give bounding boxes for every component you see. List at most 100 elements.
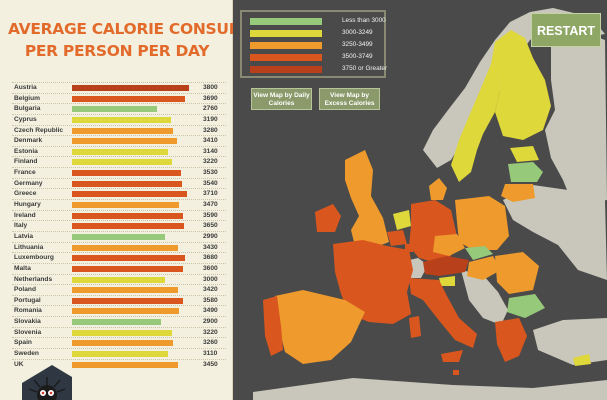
- calorie-bar: [72, 170, 181, 177]
- calorie-value: 3680: [203, 254, 218, 262]
- map-sicily[interactable]: [441, 350, 463, 362]
- calorie-bar: [72, 255, 185, 262]
- calorie-bar: [72, 212, 183, 219]
- calorie-value: 3690: [203, 94, 218, 102]
- country-name: Ireland: [14, 211, 36, 219]
- legend-swatch: [250, 54, 322, 61]
- map-denmark[interactable]: [429, 178, 447, 200]
- map-luxembourg[interactable]: [405, 244, 413, 252]
- map-sweden[interactable]: [451, 42, 501, 182]
- calorie-value: 3650: [203, 222, 218, 230]
- country-name: Greece: [14, 190, 37, 198]
- country-name: Poland: [14, 286, 36, 294]
- country-name: France: [14, 169, 36, 177]
- calorie-bar: [72, 191, 187, 198]
- map-lithuania[interactable]: [501, 184, 535, 202]
- calorie-value: 3490: [203, 307, 218, 315]
- country-row: Netherlands 3000: [12, 273, 226, 285]
- map-poland[interactable]: [455, 196, 509, 250]
- country-row: Slovenia 3220: [12, 326, 226, 338]
- country-name: Sweden: [14, 350, 39, 358]
- country-name: Netherlands: [14, 275, 53, 283]
- map-ireland[interactable]: [315, 204, 341, 232]
- map-portugal[interactable]: [263, 296, 283, 356]
- country-row: Italy 3650: [12, 220, 226, 231]
- legend-label: 3750 or Greater: [342, 65, 388, 72]
- non-eu-belarus-ukraine: [503, 185, 607, 280]
- view-excess-calories-button[interactable]: View Map by Excess Calories: [319, 88, 380, 110]
- map-slovakia[interactable]: [465, 246, 493, 260]
- country-row: Denmark 3410: [12, 135, 226, 146]
- restart-button[interactable]: RESTART: [531, 13, 601, 47]
- calorie-value: 3140: [203, 147, 218, 155]
- calorie-bar: [72, 106, 157, 113]
- legend-label: 3000-3249: [342, 29, 373, 36]
- view-daily-calories-button[interactable]: View Map by Daily Calories: [251, 88, 312, 110]
- calorie-bar: [72, 308, 179, 315]
- country-row: Sweden 3110: [12, 348, 226, 359]
- map-sardinia[interactable]: [409, 316, 421, 338]
- country-row: Spain 3260: [12, 337, 226, 348]
- country-name: Cyprus: [14, 115, 37, 123]
- calorie-value: 2760: [203, 105, 218, 113]
- title-line-2: PER PERSON PER DAY: [24, 42, 210, 60]
- country-row: Bulgaria 2760: [12, 103, 226, 114]
- country-row: Luxembourg 3680: [12, 252, 226, 263]
- map-slovenia[interactable]: [439, 276, 455, 286]
- calorie-bar: [72, 138, 177, 145]
- map-france[interactable]: [333, 240, 413, 324]
- country-name: Belgium: [14, 94, 41, 102]
- legend-swatch: [250, 66, 322, 73]
- calorie-bar: [72, 116, 171, 123]
- map-belgium[interactable]: [387, 230, 407, 246]
- map-netherlands[interactable]: [393, 210, 411, 230]
- map-hungary[interactable]: [467, 256, 501, 280]
- calorie-bar: [72, 287, 178, 294]
- country-name: Finland: [14, 158, 38, 166]
- country-row: Cyprus 3190: [12, 113, 226, 125]
- map-italy[interactable]: [409, 278, 477, 348]
- country-name: Estonia: [14, 147, 38, 155]
- calorie-value: 3260: [203, 339, 218, 347]
- country-name: Czech Republic: [14, 126, 64, 134]
- map-estonia[interactable]: [510, 146, 539, 162]
- calorie-value: 3220: [203, 158, 218, 166]
- calorie-bar: [72, 233, 165, 240]
- europe-map[interactable]: [233, 0, 607, 400]
- left-panel: AVERAGE CALORIE CONSUMPTION PER PERSON P…: [0, 0, 296, 400]
- map-spain[interactable]: [275, 290, 365, 364]
- legend-swatch: [250, 30, 322, 37]
- calorie-value: 2990: [203, 232, 218, 240]
- calorie-bar: [72, 361, 178, 368]
- country-name: Malta: [14, 264, 31, 272]
- calorie-value: 3530: [203, 169, 218, 177]
- map-czech[interactable]: [433, 234, 465, 256]
- map-greece[interactable]: [495, 318, 527, 362]
- country-name: Slovakia: [14, 318, 41, 326]
- map-latvia[interactable]: [508, 162, 543, 182]
- country-list: Austria 3800 Belgium 3690 Bulgaria 2760 Cyprus…: [12, 82, 226, 369]
- country-row: Germany 3540: [12, 177, 226, 189]
- calorie-value: 3600: [203, 264, 218, 272]
- country-row: Portugal 3580: [12, 294, 226, 306]
- calorie-value: 3000: [203, 275, 218, 283]
- country-row: Romania 3490: [12, 305, 226, 316]
- map-cyprus[interactable]: [573, 354, 591, 366]
- calorie-bar: [72, 85, 189, 91]
- calorie-bar: [72, 265, 183, 272]
- map-romania[interactable]: [495, 252, 539, 294]
- map-bulgaria[interactable]: [507, 294, 545, 318]
- country-row: France 3530: [12, 167, 226, 178]
- map-finland[interactable]: [495, 30, 551, 140]
- country-row: Finland 3220: [12, 156, 226, 167]
- calorie-value: 3470: [203, 201, 218, 209]
- map-uk[interactable]: [345, 150, 389, 248]
- map-austria[interactable]: [423, 256, 469, 276]
- map-malta[interactable]: [453, 370, 459, 375]
- calorie-value: 3220: [203, 328, 218, 336]
- calorie-bar: [72, 276, 165, 283]
- calorie-bar: [72, 127, 173, 134]
- page-title: AVERAGE CALORIE CONSUMPTION PER PERSON P…: [8, 18, 296, 62]
- calorie-bar: [72, 297, 183, 304]
- calorie-value: 3540: [203, 179, 218, 187]
